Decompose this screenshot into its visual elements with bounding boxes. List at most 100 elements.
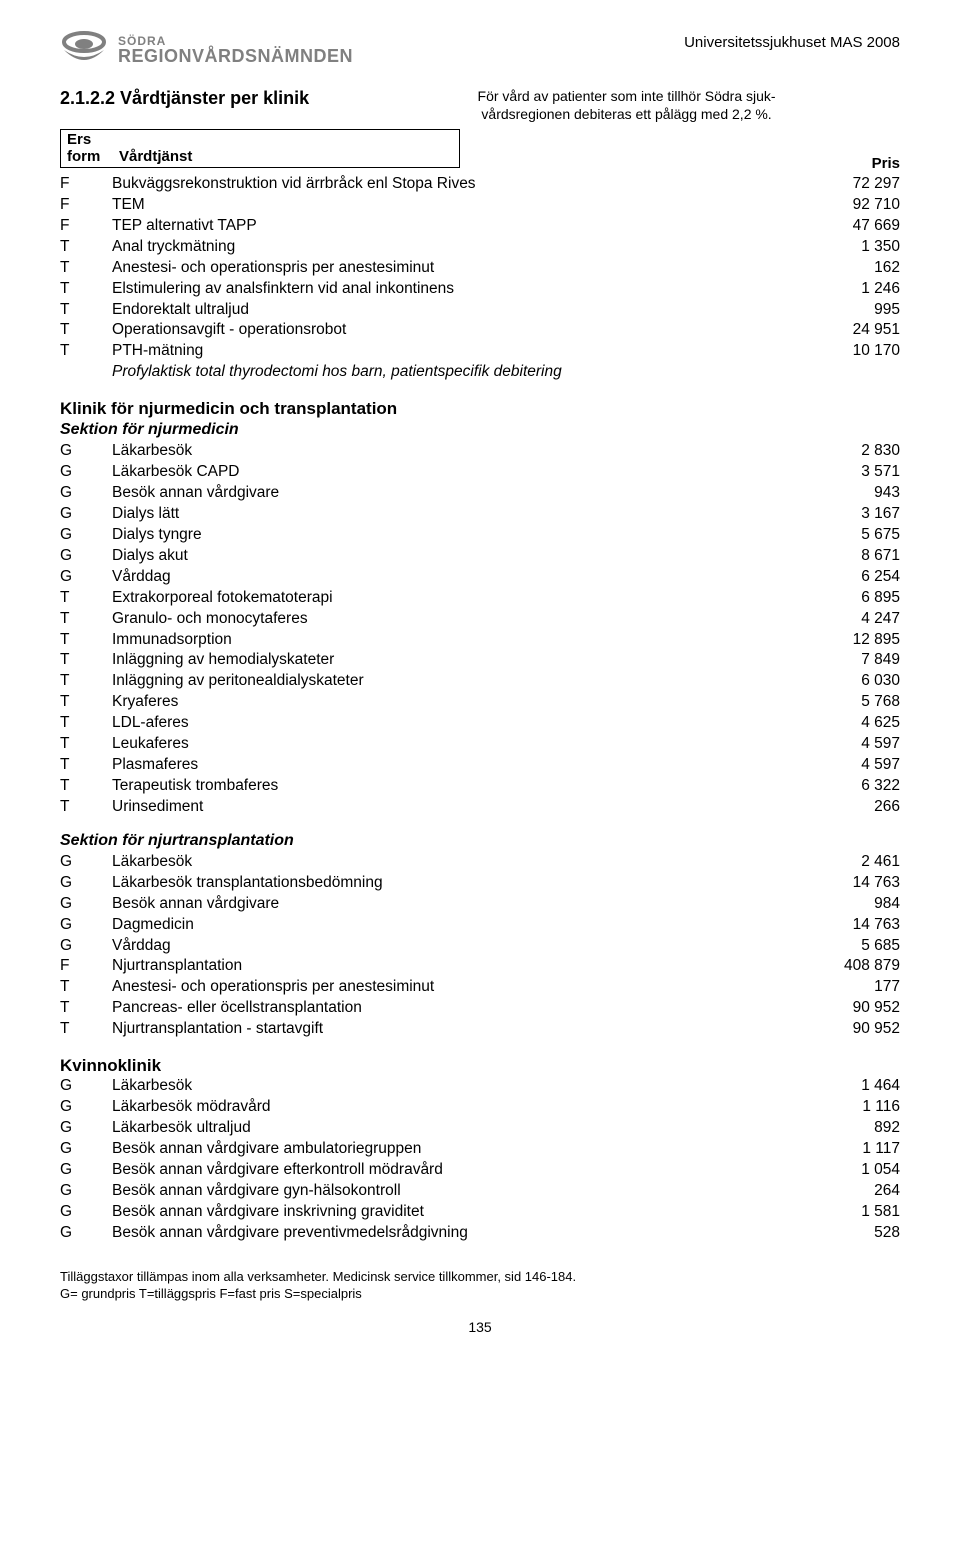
row-desc: Besök annan vårdgivare — [112, 483, 810, 504]
row-price — [810, 362, 900, 383]
row-price: 5 675 — [810, 525, 900, 546]
footer-line2: G= grundpris T=tilläggspris F=fast pris … — [60, 1286, 900, 1303]
table-row: GDialys lätt3 167 — [60, 504, 900, 525]
row-price: 4 625 — [810, 713, 900, 734]
column-headers-box: Ers form Vårdtjänst — [60, 129, 460, 168]
row-code: T — [60, 609, 112, 630]
header-right-text: Universitetssjukhuset MAS 2008 — [684, 30, 900, 51]
table-row: GLäkarbesök2 830 — [60, 441, 900, 462]
row-price: 72 297 — [810, 174, 900, 195]
row-price: 6 030 — [810, 671, 900, 692]
row-desc: Pancreas- eller öcellstransplantation — [112, 998, 810, 1019]
block2-heading: Klinik för njurmedicin och transplantati… — [60, 399, 900, 419]
section-header-row: 2.1.2.2 Vårdtjänster per klinik För vård… — [60, 88, 900, 123]
row-desc: Dialys lätt — [112, 504, 810, 525]
row-price: 90 952 — [810, 998, 900, 1019]
row-code: G — [60, 525, 112, 546]
row-code: T — [60, 797, 112, 818]
row-price: 408 879 — [810, 956, 900, 977]
row-code: T — [60, 977, 112, 998]
service-block-3: GLäkarbesök2 461GLäkarbesök transplantat… — [60, 852, 900, 1040]
row-desc: Inläggning av hemodialyskateter — [112, 650, 810, 671]
table-row: FTEP alternativt TAPP47 669 — [60, 216, 900, 237]
row-price: 1 054 — [810, 1160, 900, 1181]
block3-subheading: Sektion för njurtransplantation — [60, 832, 900, 850]
logo-line2: REGIONVÅRDSNÄMNDEN — [118, 47, 353, 65]
row-code: G — [60, 1139, 112, 1160]
col-header-price: Pris — [872, 155, 900, 172]
row-desc: Besök annan vårdgivare gyn-hälsokontroll — [112, 1181, 810, 1202]
row-code: G — [60, 1076, 112, 1097]
row-price: 5 768 — [810, 692, 900, 713]
table-row: TElstimulering av analsfinktern vid anal… — [60, 279, 900, 300]
table-row: GBesök annan vårdgivare984 — [60, 894, 900, 915]
row-desc: Läkarbesök CAPD — [112, 462, 810, 483]
table-row: GBesök annan vårdgivare efterkontroll mö… — [60, 1160, 900, 1181]
table-row: TKryaferes5 768 — [60, 692, 900, 713]
table-row: TImmunadsorption12 895 — [60, 630, 900, 651]
row-price: 1 246 — [810, 279, 900, 300]
row-price: 3 571 — [810, 462, 900, 483]
row-price: 6 895 — [810, 588, 900, 609]
row-price: 4 597 — [810, 755, 900, 776]
table-row: GBesök annan vårdgivare preventivmedelsr… — [60, 1223, 900, 1244]
row-code: T — [60, 998, 112, 1019]
row-price: 3 167 — [810, 504, 900, 525]
row-desc: Kryaferes — [112, 692, 810, 713]
row-code: G — [60, 852, 112, 873]
table-row: TGranulo- och monocytaferes4 247 — [60, 609, 900, 630]
note-line2: vårdsregionen debiteras ett pålägg med 2… — [353, 106, 900, 124]
table-row: TOperationsavgift - operationsrobot24 95… — [60, 320, 900, 341]
row-code: G — [60, 504, 112, 525]
row-code: G — [60, 546, 112, 567]
row-desc: Operationsavgift - operationsrobot — [112, 320, 810, 341]
row-code: T — [60, 237, 112, 258]
logo-icon — [60, 30, 108, 70]
row-code: F — [60, 195, 112, 216]
row-price: 1 581 — [810, 1202, 900, 1223]
row-desc: LDL-aferes — [112, 713, 810, 734]
row-price: 92 710 — [810, 195, 900, 216]
row-price: 892 — [810, 1118, 900, 1139]
table-row: TAnestesi- och operationspris per aneste… — [60, 258, 900, 279]
row-price: 995 — [810, 300, 900, 321]
row-desc: Plasmaferes — [112, 755, 810, 776]
table-row: GVårddag5 685 — [60, 936, 900, 957]
table-row: GLäkarbesök transplantationsbedömning14 … — [60, 873, 900, 894]
row-desc: Anestesi- och operationspris per anestes… — [112, 977, 810, 998]
row-desc: Elstimulering av analsfinktern vid anal … — [112, 279, 810, 300]
row-desc: Besök annan vårdgivare efterkontroll möd… — [112, 1160, 810, 1181]
row-desc: Besök annan vårdgivare preventivmedelsrå… — [112, 1223, 810, 1244]
page-number: 135 — [60, 1319, 900, 1335]
service-block-4: GLäkarbesök1 464GLäkarbesök mödravård1 1… — [60, 1076, 900, 1243]
row-code: T — [60, 320, 112, 341]
row-code: G — [60, 1118, 112, 1139]
row-price: 4 247 — [810, 609, 900, 630]
row-price: 90 952 — [810, 1019, 900, 1040]
row-price: 1 464 — [810, 1076, 900, 1097]
row-desc: Terapeutisk trombaferes — [112, 776, 810, 797]
footer-line1: Tilläggstaxor tillämpas inom alla verksa… — [60, 1269, 900, 1286]
row-code: T — [60, 341, 112, 362]
row-desc: Dialys akut — [112, 546, 810, 567]
row-desc: Vårddag — [112, 936, 810, 957]
table-row: GLäkarbesök2 461 — [60, 852, 900, 873]
row-code: T — [60, 734, 112, 755]
row-code: G — [60, 1223, 112, 1244]
col-header-form: Ers form — [67, 132, 119, 165]
note-line1: För vård av patienter som inte tillhör S… — [353, 88, 900, 106]
row-code: G — [60, 483, 112, 504]
row-price: 177 — [810, 977, 900, 998]
row-price: 1 116 — [810, 1097, 900, 1118]
table-row: GLäkarbesök1 464 — [60, 1076, 900, 1097]
table-row: GBesök annan vårdgivare ambulatoriegrupp… — [60, 1139, 900, 1160]
table-row: TAnestesi- och operationspris per aneste… — [60, 977, 900, 998]
row-code: T — [60, 630, 112, 651]
row-code: F — [60, 216, 112, 237]
row-price: 6 254 — [810, 567, 900, 588]
table-row: TTerapeutisk trombaferes6 322 — [60, 776, 900, 797]
row-price: 14 763 — [810, 873, 900, 894]
row-desc: Läkarbesök mödravård — [112, 1097, 810, 1118]
row-desc: TEM — [112, 195, 810, 216]
row-desc: TEP alternativt TAPP — [112, 216, 810, 237]
